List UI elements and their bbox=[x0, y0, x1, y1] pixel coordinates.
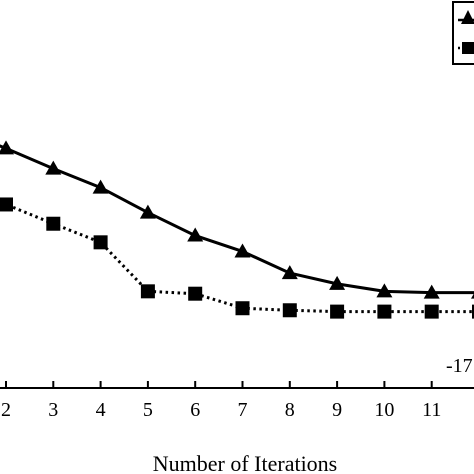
series-2-point bbox=[330, 304, 345, 319]
series-layer bbox=[0, 140, 474, 319]
series-1-point bbox=[45, 160, 62, 175]
series-2-point bbox=[235, 301, 250, 316]
x-tick-label: 9 bbox=[332, 399, 342, 421]
series-2-point bbox=[0, 197, 13, 212]
x-tick-label: 3 bbox=[48, 399, 58, 421]
x-axis bbox=[0, 381, 474, 389]
series-2-line bbox=[0, 199, 474, 314]
legend-box bbox=[452, 1, 474, 65]
series-2-point bbox=[46, 216, 61, 231]
series-1-point bbox=[187, 227, 204, 242]
series-2-point bbox=[424, 304, 439, 319]
series-2-point bbox=[282, 303, 297, 318]
series-1-point bbox=[329, 275, 346, 290]
series-1-point bbox=[423, 284, 440, 299]
annotation-label: -17 bbox=[446, 355, 473, 377]
series-1-point bbox=[0, 140, 14, 155]
x-tick-label: 4 bbox=[96, 399, 106, 421]
series-2-point bbox=[188, 286, 203, 301]
x-tick-label: 7 bbox=[238, 399, 248, 421]
x-tick-label: 6 bbox=[190, 399, 200, 421]
series-2-point bbox=[377, 304, 392, 319]
x-tick-label: 2 bbox=[1, 399, 11, 421]
x-tick-label: 8 bbox=[285, 399, 295, 421]
series-1-point bbox=[92, 179, 109, 194]
x-axis-title: Number of Iterations bbox=[153, 451, 338, 474]
x-tick-label: 11 bbox=[422, 399, 441, 421]
x-tick-label: 10 bbox=[374, 399, 394, 421]
series-1 bbox=[0, 140, 474, 299]
series-2-point bbox=[140, 284, 155, 299]
series-1-point bbox=[139, 204, 156, 219]
series-1-point bbox=[471, 293, 474, 299]
series-1-point bbox=[376, 283, 393, 298]
x-tick-labels: 2 3 4 5 6 7 8 9 10 11 bbox=[1, 399, 441, 421]
series-2 bbox=[0, 197, 474, 319]
series-2-point bbox=[472, 304, 474, 319]
x-tick-label: 5 bbox=[143, 399, 153, 421]
series-1-point bbox=[281, 265, 298, 280]
legend bbox=[452, 1, 474, 65]
series-2-point bbox=[93, 235, 108, 250]
legend-marker-series-1 bbox=[461, 10, 474, 24]
series-1-line bbox=[0, 144, 474, 295]
legend-marker-series-2 bbox=[462, 42, 474, 54]
series-1-point bbox=[234, 243, 251, 258]
